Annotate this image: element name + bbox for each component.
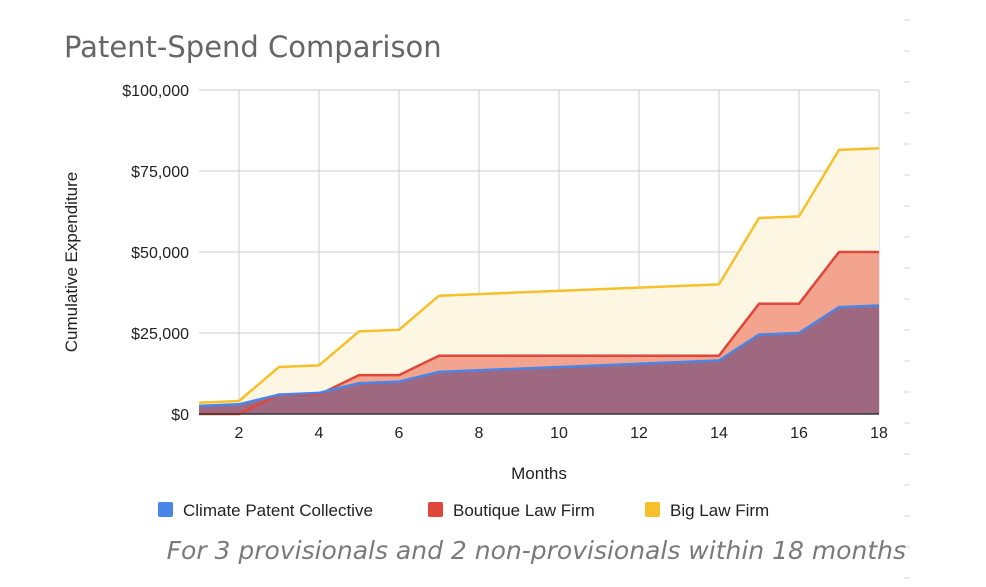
chart-subtitle: For 3 provisionals and 2 non-provisional…	[166, 536, 906, 565]
x-tick-label: 6	[395, 425, 404, 442]
legend-swatch	[158, 502, 173, 517]
line-series-1	[198, 147, 880, 404]
line-layer	[198, 147, 880, 416]
legend-label: Boutique Law Firm	[453, 501, 595, 520]
chart-title: Patent-Spend Comparison	[64, 30, 442, 64]
axis-layer: 2 4 6 8 10 12 14 16 18 $0 $25,000 $50,000 $75,000 $10…	[62, 83, 888, 483]
legend-swatch	[645, 502, 660, 517]
area-layer	[199, 148, 879, 415]
x-tick-label: 14	[710, 425, 728, 442]
y-tick-label: $100,000	[122, 83, 189, 100]
x-tick-label: 2	[235, 425, 244, 442]
y-axis-title: Cumulative Expenditure	[62, 172, 81, 352]
x-tick-label: 10	[550, 425, 568, 442]
legend-label: Big Law Firm	[670, 501, 769, 520]
legend-label: Climate Patent Collective	[183, 501, 373, 520]
x-tick-label: 12	[630, 425, 648, 442]
area-series-1	[199, 148, 879, 415]
x-tick-label: 16	[790, 425, 808, 442]
x-tick-label: 8	[475, 425, 484, 442]
x-axis-title: Months	[511, 464, 567, 483]
x-tick-label: 18	[870, 425, 888, 442]
right-edge-tick-marks	[904, 19, 910, 579]
legend-layer: Climate Patent Collective Boutique Law Fi…	[158, 501, 769, 520]
y-tick-label: $25,000	[131, 326, 189, 343]
y-tick-label: $50,000	[131, 245, 189, 262]
y-tick-label: $75,000	[131, 164, 189, 181]
x-tick-label: 4	[315, 425, 324, 442]
y-tick-label: $0	[171, 407, 189, 424]
line-series-2	[199, 250, 879, 416]
line-series-3	[198, 304, 880, 408]
area-series-3	[199, 305, 879, 414]
legend-swatch	[428, 502, 443, 517]
